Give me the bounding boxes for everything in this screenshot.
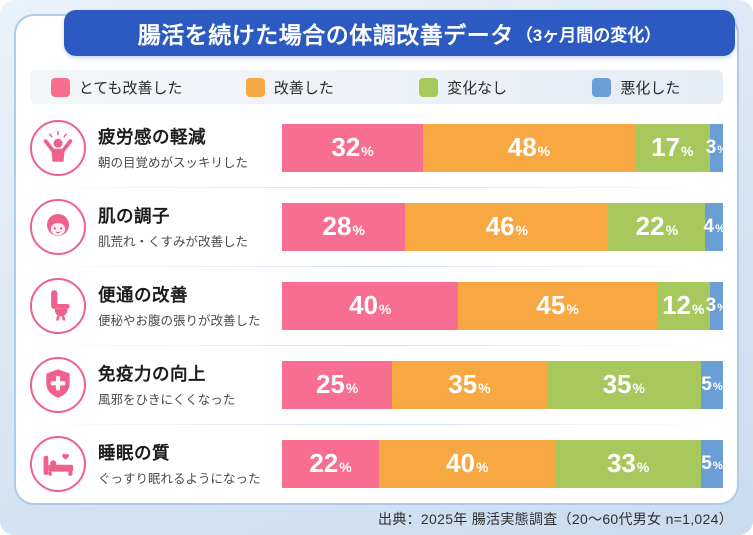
bar-value-label: 32% — [331, 132, 374, 162]
page-title-sub: （3ヶ月間の変化） — [515, 25, 662, 45]
row-title: 便通の改善 — [98, 285, 188, 305]
cheer-person-icon — [30, 119, 86, 176]
bar-value-label: 46% — [485, 211, 529, 241]
bar-value-label: 45% — [536, 290, 579, 320]
legend-item-3: 悪化した — [550, 77, 723, 98]
bar-segment: 22% — [282, 439, 380, 488]
bar-value-label: 28% — [322, 211, 365, 241]
bar-segment: 3% — [706, 123, 727, 172]
row-note: 朝の目覚めがスッキリした — [98, 156, 249, 170]
legend-swatch — [50, 77, 70, 97]
bar-value-label: 5% — [701, 452, 723, 474]
title-bar: 腸活を続けた場合の体調改善データ （3ヶ月間の変化） — [64, 10, 735, 56]
bar-value-label: 35% — [448, 369, 491, 399]
content-card: 腸活を続けた場合の体調改善データ （3ヶ月間の変化） とても改善した 改善した 変化… — [14, 10, 739, 505]
bar-value-label: 3% — [705, 136, 728, 158]
row-labels: 便通の改善便秘やお腹の張りが改善した — [98, 282, 282, 329]
stacked-bar: 22% 40% 33% 5% — [282, 439, 723, 488]
row-title: 疲労感の軽減 — [98, 127, 206, 147]
bar-value-label: 17% — [651, 132, 694, 162]
bar-value-label: 22% — [635, 211, 679, 241]
bar-segment: 4% — [703, 202, 725, 251]
stacked-bar: 32% 48% 17% 3% — [282, 123, 727, 172]
chart-row: 免疫力の向上風邪をひきにくくなった 25% 35% 35% 5% — [30, 345, 723, 424]
row-note: 風邪をひきにくくなった — [98, 393, 236, 407]
bar-segment: 40% — [379, 439, 556, 488]
bar-value-label: 35% — [602, 369, 645, 399]
bar-value-label: 40% — [446, 448, 489, 478]
stacked-bar: 40% 45% 12% 3% — [282, 281, 727, 330]
legend: とても改善した 改善した 変化なし 悪化した — [30, 70, 723, 104]
legend-label: 改善した — [273, 79, 334, 97]
row-note: 肌荒れ・くすみが改善した — [98, 235, 249, 249]
legend-label: とても改善した — [78, 79, 183, 97]
bar-value-label: 33% — [606, 448, 650, 478]
stacked-bar: 25% 35% 35% 5% — [282, 360, 723, 409]
bar-segment: 17% — [634, 123, 710, 172]
bar-value-label: 25% — [315, 369, 359, 399]
chart-row: 便通の改善便秘やお腹の張りが改善した 40% 45% 12% 3% — [30, 266, 727, 345]
bar-segment: 45% — [458, 281, 657, 330]
bar-value-label: 4% — [703, 215, 725, 237]
row-title: 睡眠の質 — [98, 443, 170, 463]
bar-segment: 48% — [423, 123, 635, 172]
bar-segment: 28% — [282, 202, 406, 251]
row-note: 便秘やお腹の張りが改善した — [98, 314, 261, 328]
row-labels: 疲労感の軽減朝の目覚めがスッキリした — [98, 124, 282, 171]
legend-label: 変化なし — [447, 79, 508, 97]
bar-segment: 12% — [656, 281, 710, 330]
page-title: 腸活を続けた場合の体調改善データ — [137, 22, 514, 48]
legend-item-2: 変化なし — [377, 77, 550, 98]
chart-row: 睡眠の質ぐっすり眠れるようになった 22% 40% 33% 5% — [30, 424, 723, 503]
sleeping-bed-icon — [30, 435, 86, 492]
row-note: ぐっすり眠れるようになった — [98, 472, 261, 486]
legend-item-1: 改善した — [203, 77, 376, 98]
bar-segment: 5% — [700, 360, 723, 409]
bar-segment: 25% — [282, 360, 393, 409]
bar-segment: 40% — [282, 281, 459, 330]
toilet-icon — [30, 277, 86, 334]
woman-face-icon — [30, 198, 86, 255]
bar-value-label: 22% — [309, 448, 352, 478]
row-labels: 肌の調子肌荒れ・くすみが改善した — [98, 203, 282, 250]
legend-swatch — [419, 77, 439, 97]
legend-label: 悪化した — [620, 79, 681, 97]
bar-segment: 33% — [555, 439, 701, 488]
bar-segment: 35% — [546, 360, 701, 409]
chart-row: 肌の調子肌荒れ・くすみが改善した 28% 46% 22% 4% — [30, 187, 725, 266]
bar-segment: 5% — [700, 439, 723, 488]
legend-swatch — [245, 77, 265, 97]
row-title: 免疫力の向上 — [98, 364, 206, 384]
chart-row: 疲労感の軽減朝の目覚めがスッキリした 32% 48% 17% 3% — [30, 108, 727, 187]
legend-swatch — [592, 77, 612, 97]
bar-segment: 32% — [282, 123, 424, 172]
stacked-bar: 28% 46% 22% 4% — [282, 202, 725, 251]
bar-value-label: 5% — [701, 373, 723, 395]
bar-value-label: 3% — [705, 294, 728, 316]
bar-value-label: 40% — [349, 290, 392, 320]
row-labels: 睡眠の質ぐっすり眠れるようになった — [98, 440, 282, 487]
bar-segment: 22% — [608, 202, 706, 251]
bar-segment: 35% — [392, 360, 547, 409]
bar-segment: 3% — [706, 281, 727, 330]
row-title: 肌の調子 — [98, 206, 170, 226]
chart-rows: 疲労感の軽減朝の目覚めがスッキリした 32% 48% 17% 3% 肌の調子肌荒れ・くす… — [30, 108, 727, 503]
bar-segment: 46% — [405, 202, 609, 251]
legend-item-0: とても改善した — [30, 77, 203, 98]
row-labels: 免疫力の向上風邪をひきにくくなった — [98, 361, 282, 408]
shield-cross-icon — [30, 356, 86, 413]
bar-value-label: 12% — [662, 290, 705, 320]
bar-value-label: 48% — [507, 132, 551, 162]
source-note: 出典：2025年 腸活実態調査（20～60代男女 n=1,024） — [378, 511, 733, 527]
